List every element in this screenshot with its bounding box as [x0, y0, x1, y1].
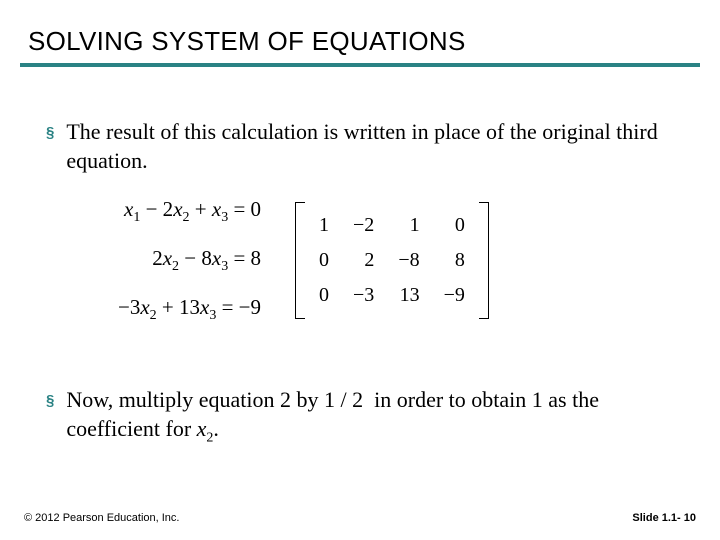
bullet-1: § The result of this calculation is writ…: [46, 117, 680, 175]
bullet-marker-icon: §: [46, 123, 54, 143]
matrix-row: 0 2 −8 8: [307, 243, 477, 278]
bullet-2-var: x: [197, 416, 207, 441]
equation-1: x1 − 2x2 + x3 = 0: [118, 197, 261, 226]
matrix-cell: −3: [341, 278, 386, 313]
bullet-marker-icon: §: [46, 391, 54, 411]
bullet-2-pre: Now, multiply equation 2 by: [66, 387, 324, 412]
matrix-cell: 0: [307, 278, 341, 313]
equation-system: x1 − 2x2 + x3 = 0 2x2 − 8x3 = 8 −3x2 + 1…: [118, 197, 261, 325]
page-title: SOLVING SYSTEM OF EQUATIONS: [0, 0, 720, 63]
math-content: x1 − 2x2 + x3 = 0 2x2 − 8x3 = 8 −3x2 + 1…: [118, 197, 680, 325]
footer: © 2012 Pearson Education, Inc. Slide 1.1…: [24, 512, 696, 524]
bullet-2: § Now, multiply equation 2 by 1 / 2 in o…: [46, 385, 680, 448]
matrix-cell: 2: [341, 243, 386, 278]
matrix-cell: −2: [341, 208, 386, 243]
matrix-cell: −9: [432, 278, 477, 313]
bullet-2-text: Now, multiply equation 2 by 1 / 2 in ord…: [66, 385, 680, 448]
augmented-matrix: 1 −2 1 0 0 2 −8 8 0 −3 13 −9: [295, 202, 489, 319]
matrix-cell: 1: [307, 208, 341, 243]
matrix-cell: 1: [386, 208, 431, 243]
content-area: § The result of this calculation is writ…: [0, 67, 720, 448]
bracket-right-icon: [479, 202, 489, 319]
slide-number: Slide 1.1- 10: [632, 512, 696, 524]
matrix-cell: 13: [386, 278, 431, 313]
equation-3: −3x2 + 13x3 = −9: [118, 295, 261, 324]
matrix-row: 1 −2 1 0: [307, 208, 477, 243]
matrix-cell: 8: [432, 243, 477, 278]
equation-2: 2x2 − 8x3 = 8: [118, 246, 261, 275]
copyright-text: © 2012 Pearson Education, Inc.: [24, 512, 179, 524]
matrix-row: 0 −3 13 −9: [307, 278, 477, 313]
bullet-2-fraction: 1 / 2: [324, 387, 363, 412]
matrix-table: 1 −2 1 0 0 2 −8 8 0 −3 13 −9: [307, 208, 477, 313]
bullet-2-end: .: [213, 416, 219, 441]
matrix-cell: −8: [386, 243, 431, 278]
matrix-cell: 0: [432, 208, 477, 243]
matrix-cell: 0: [307, 243, 341, 278]
bullet-1-text: The result of this calculation is writte…: [66, 117, 680, 175]
bracket-left-icon: [295, 202, 305, 319]
